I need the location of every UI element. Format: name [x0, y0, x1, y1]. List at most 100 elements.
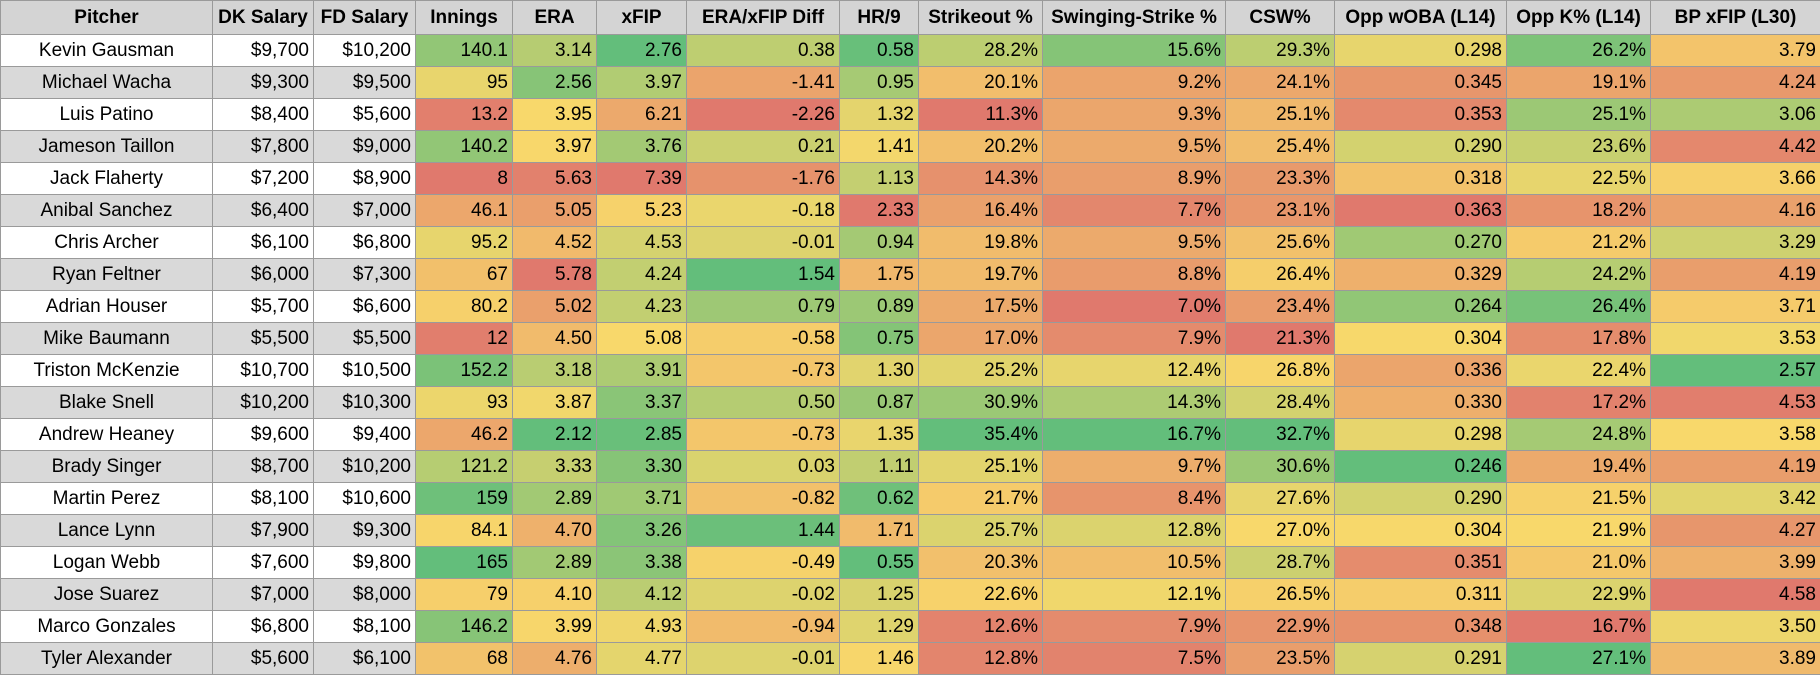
fd-salary-cell[interactable]: $10,200 [314, 35, 416, 67]
era-cell[interactable]: 5.02 [513, 291, 597, 323]
opp-woba-cell[interactable]: 0.291 [1335, 643, 1507, 675]
fd-salary-cell[interactable]: $10,600 [314, 483, 416, 515]
strikeout-pct-cell[interactable]: 25.2% [919, 355, 1043, 387]
opp-k-pct-cell[interactable]: 22.5% [1507, 163, 1651, 195]
pitcher-cell[interactable]: Martin Perez [1, 483, 213, 515]
header-fd-salary[interactable]: FD Salary [314, 1, 416, 35]
xfip-cell[interactable]: 4.93 [597, 611, 687, 643]
opp-k-pct-cell[interactable]: 22.4% [1507, 355, 1651, 387]
swinging-strike-pct-cell[interactable]: 7.9% [1043, 323, 1226, 355]
dk-salary-cell[interactable]: $10,200 [213, 387, 314, 419]
fd-salary-cell[interactable]: $9,300 [314, 515, 416, 547]
dk-salary-cell[interactable]: $5,700 [213, 291, 314, 323]
era-xfip-diff-cell[interactable]: 0.21 [687, 131, 840, 163]
hr9-cell[interactable]: 1.11 [840, 451, 919, 483]
bp-xfip-cell[interactable]: 4.19 [1651, 259, 1820, 291]
fd-salary-cell[interactable]: $6,100 [314, 643, 416, 675]
fd-salary-cell[interactable]: $5,600 [314, 99, 416, 131]
dk-salary-cell[interactable]: $9,600 [213, 419, 314, 451]
header-dk-salary[interactable]: DK Salary [213, 1, 314, 35]
pitcher-cell[interactable]: Chris Archer [1, 227, 213, 259]
fd-salary-cell[interactable]: $6,800 [314, 227, 416, 259]
fd-salary-cell[interactable]: $10,500 [314, 355, 416, 387]
csw-pct-cell[interactable]: 30.6% [1226, 451, 1335, 483]
era-cell[interactable]: 3.87 [513, 387, 597, 419]
strikeout-pct-cell[interactable]: 17.0% [919, 323, 1043, 355]
fd-salary-cell[interactable]: $5,500 [314, 323, 416, 355]
pitcher-cell[interactable]: Michael Wacha [1, 67, 213, 99]
era-cell[interactable]: 3.97 [513, 131, 597, 163]
strikeout-pct-cell[interactable]: 20.2% [919, 131, 1043, 163]
opp-k-pct-cell[interactable]: 21.0% [1507, 547, 1651, 579]
header-opp-woba[interactable]: Opp wOBA (L14) [1335, 1, 1507, 35]
era-cell[interactable]: 2.12 [513, 419, 597, 451]
swinging-strike-pct-cell[interactable]: 12.8% [1043, 515, 1226, 547]
swinging-strike-pct-cell[interactable]: 7.0% [1043, 291, 1226, 323]
era-xfip-diff-cell[interactable]: -1.76 [687, 163, 840, 195]
innings-cell[interactable]: 165 [416, 547, 513, 579]
xfip-cell[interactable]: 2.76 [597, 35, 687, 67]
pitcher-cell[interactable]: Triston McKenzie [1, 355, 213, 387]
bp-xfip-cell[interactable]: 4.27 [1651, 515, 1820, 547]
bp-xfip-cell[interactable]: 3.66 [1651, 163, 1820, 195]
pitcher-cell[interactable]: Jack Flaherty [1, 163, 213, 195]
fd-salary-cell[interactable]: $9,000 [314, 131, 416, 163]
csw-pct-cell[interactable]: 26.5% [1226, 579, 1335, 611]
era-cell[interactable]: 4.50 [513, 323, 597, 355]
dk-salary-cell[interactable]: $6,400 [213, 195, 314, 227]
pitcher-cell[interactable]: Anibal Sanchez [1, 195, 213, 227]
era-xfip-diff-cell[interactable]: 0.38 [687, 35, 840, 67]
csw-pct-cell[interactable]: 32.7% [1226, 419, 1335, 451]
opp-woba-cell[interactable]: 0.290 [1335, 483, 1507, 515]
swinging-strike-pct-cell[interactable]: 7.5% [1043, 643, 1226, 675]
swinging-strike-pct-cell[interactable]: 7.7% [1043, 195, 1226, 227]
xfip-cell[interactable]: 7.39 [597, 163, 687, 195]
opp-k-pct-cell[interactable]: 18.2% [1507, 195, 1651, 227]
dk-salary-cell[interactable]: $8,400 [213, 99, 314, 131]
xfip-cell[interactable]: 2.85 [597, 419, 687, 451]
bp-xfip-cell[interactable]: 3.89 [1651, 643, 1820, 675]
opp-woba-cell[interactable]: 0.304 [1335, 515, 1507, 547]
fd-salary-cell[interactable]: $6,600 [314, 291, 416, 323]
xfip-cell[interactable]: 4.12 [597, 579, 687, 611]
opp-woba-cell[interactable]: 0.246 [1335, 451, 1507, 483]
era-xfip-diff-cell[interactable]: -0.01 [687, 643, 840, 675]
era-xfip-diff-cell[interactable]: 1.44 [687, 515, 840, 547]
fd-salary-cell[interactable]: $10,300 [314, 387, 416, 419]
era-cell[interactable]: 3.14 [513, 35, 597, 67]
era-cell[interactable]: 5.78 [513, 259, 597, 291]
xfip-cell[interactable]: 3.91 [597, 355, 687, 387]
pitcher-cell[interactable]: Andrew Heaney [1, 419, 213, 451]
innings-cell[interactable]: 95 [416, 67, 513, 99]
csw-pct-cell[interactable]: 27.6% [1226, 483, 1335, 515]
innings-cell[interactable]: 80.2 [416, 291, 513, 323]
era-cell[interactable]: 4.76 [513, 643, 597, 675]
swinging-strike-pct-cell[interactable]: 14.3% [1043, 387, 1226, 419]
bp-xfip-cell[interactable]: 2.57 [1651, 355, 1820, 387]
hr9-cell[interactable]: 0.75 [840, 323, 919, 355]
innings-cell[interactable]: 46.1 [416, 195, 513, 227]
xfip-cell[interactable]: 3.97 [597, 67, 687, 99]
csw-pct-cell[interactable]: 21.3% [1226, 323, 1335, 355]
opp-woba-cell[interactable]: 0.290 [1335, 131, 1507, 163]
dk-salary-cell[interactable]: $10,700 [213, 355, 314, 387]
csw-pct-cell[interactable]: 25.1% [1226, 99, 1335, 131]
fd-salary-cell[interactable]: $9,400 [314, 419, 416, 451]
innings-cell[interactable]: 152.2 [416, 355, 513, 387]
era-cell[interactable]: 3.18 [513, 355, 597, 387]
pitcher-cell[interactable]: Marco Gonzales [1, 611, 213, 643]
xfip-cell[interactable]: 3.26 [597, 515, 687, 547]
pitcher-cell[interactable]: Mike Baumann [1, 323, 213, 355]
csw-pct-cell[interactable]: 24.1% [1226, 67, 1335, 99]
era-xfip-diff-cell[interactable]: -1.41 [687, 67, 840, 99]
strikeout-pct-cell[interactable]: 28.2% [919, 35, 1043, 67]
innings-cell[interactable]: 12 [416, 323, 513, 355]
era-cell[interactable]: 3.95 [513, 99, 597, 131]
hr9-cell[interactable]: 0.94 [840, 227, 919, 259]
hr9-cell[interactable]: 0.58 [840, 35, 919, 67]
strikeout-pct-cell[interactable]: 30.9% [919, 387, 1043, 419]
opp-k-pct-cell[interactable]: 26.2% [1507, 35, 1651, 67]
swinging-strike-pct-cell[interactable]: 12.1% [1043, 579, 1226, 611]
hr9-cell[interactable]: 1.35 [840, 419, 919, 451]
pitcher-cell[interactable]: Jameson Taillon [1, 131, 213, 163]
